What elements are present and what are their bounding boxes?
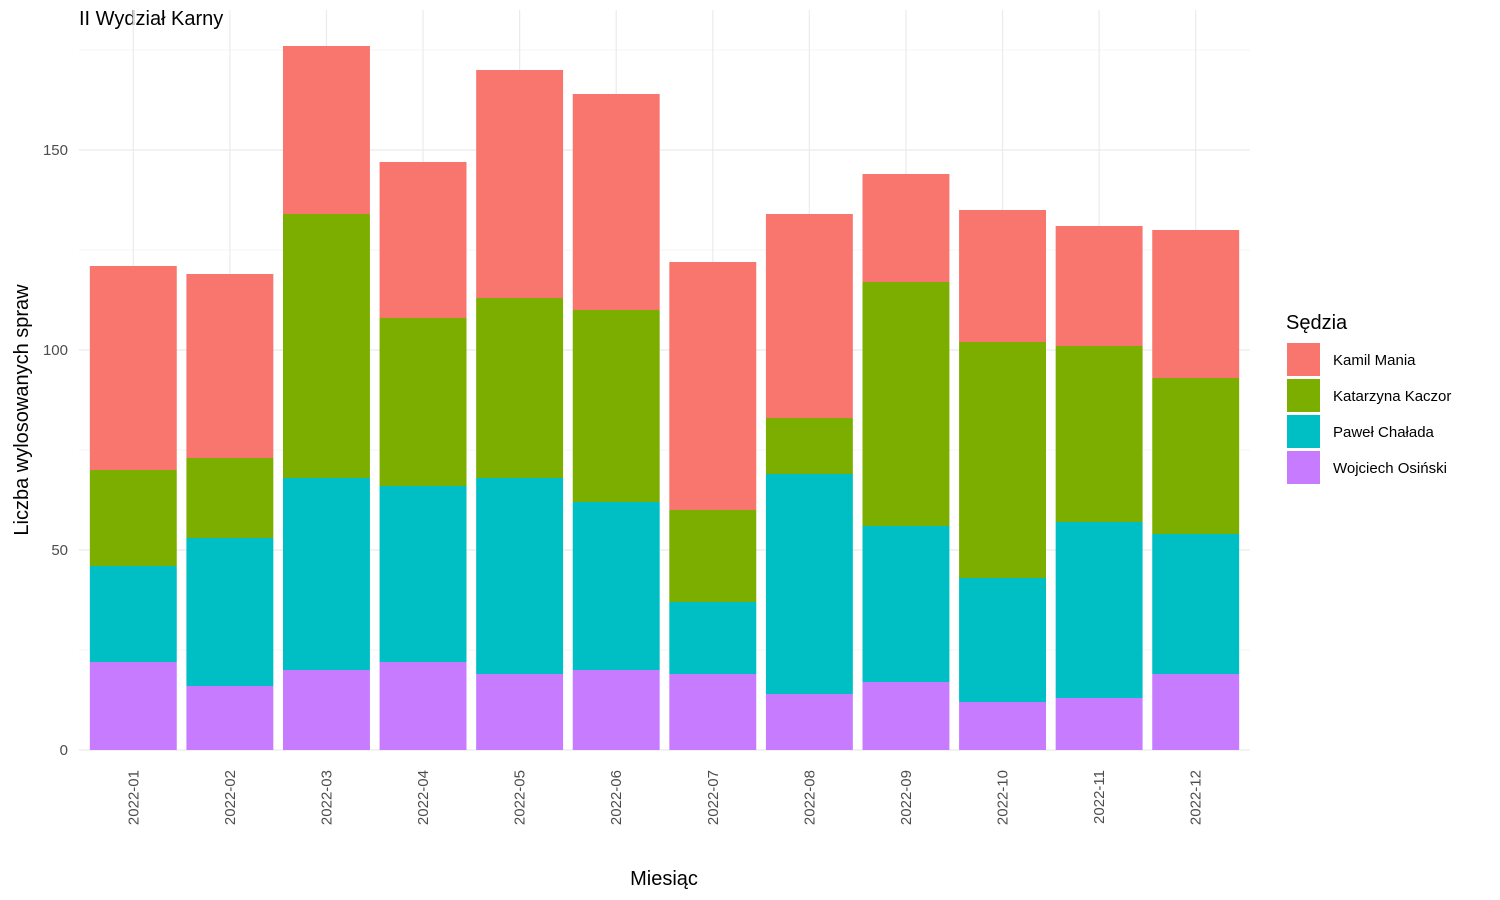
bar-segment: Paweł Chałada 2022-11: 44 [1055,522,1143,698]
bar-segment: Kamil Mania 2022-10: 33 [959,210,1047,342]
bar-segment: Wojciech Osiński 2022-05: 19 [476,674,564,750]
bar-segment: Katarzyna Kaczor 2022-07: 23 [669,510,757,602]
legend-swatch [1287,451,1320,484]
bar-segment: Kamil Mania 2022-05: 57 [476,70,564,298]
bar-segment: Wojciech Osiński 2022-09: 17 [862,682,950,750]
y-axis-ticks: 0 50 100 150 [43,142,68,759]
bar-segment: Wojciech Osiński 2022-12: 19 [1152,674,1240,750]
y-tick-label: 0 [60,742,68,759]
legend-label: Paweł Chałada [1333,424,1435,441]
bar-segment: Katarzyna Kaczor 2022-08: 14 [765,418,853,474]
bar-segment: Wojciech Osiński 2022-01: 22 [89,662,177,750]
bar-segment: Wojciech Osiński 2022-06: 20 [572,670,660,750]
bar-segment: Kamil Mania 2022-08: 51 [765,214,853,418]
bar-segment: Katarzyna Kaczor 2022-12: 39 [1152,378,1240,534]
x-tick-label: 2022-04 [415,770,432,825]
bar-segment: Katarzyna Kaczor 2022-06: 48 [572,310,660,502]
chart-title: II Wydział Karny [79,8,224,30]
bar-segment: Paweł Chałada 2022-06: 42 [572,502,660,670]
bar-segment: Paweł Chałada 2022-04: 44 [379,486,467,662]
bar-segment: Paweł Chałada 2022-09: 39 [862,526,950,682]
bar-segment: Katarzyna Kaczor 2022-10: 59 [959,342,1047,578]
legend-title: Sędzia [1286,312,1348,334]
bar-segment: Wojciech Osiński 2022-04: 22 [379,662,467,750]
bar-segment: Paweł Chałada 2022-12: 35 [1152,534,1240,674]
x-tick-label: 2022-05 [512,770,529,825]
bar-segment: Kamil Mania 2022-01: 51 [89,266,177,470]
y-tick-label: 50 [51,542,68,559]
bar-segment: Wojciech Osiński 2022-11: 13 [1055,698,1143,750]
bar-segment: Kamil Mania 2022-06: 54 [572,94,660,310]
bar-segment: Kamil Mania 2022-11: 30 [1055,226,1143,346]
bar-segment: Katarzyna Kaczor 2022-11: 44 [1055,346,1143,522]
x-tick-label: 2022-10 [995,770,1012,825]
legend-label: Wojciech Osiński [1333,460,1447,477]
bar-segment: Paweł Chałada 2022-08: 55 [765,474,853,694]
bars: Wojciech Osiński 2022-01: 22Paweł Chaład… [89,46,1240,750]
bar-segment: Wojciech Osiński 2022-10: 12 [959,702,1047,750]
bar-segment: Paweł Chałada 2022-02: 37 [186,538,274,686]
legend-swatch [1287,343,1320,376]
x-tick-label: 2022-09 [898,770,915,825]
bar-segment: Katarzyna Kaczor 2022-01: 24 [89,470,177,566]
x-tick-label: 2022-03 [318,770,335,825]
y-tick-label: 100 [43,342,68,359]
bar-segment: Wojciech Osiński 2022-03: 20 [282,670,370,750]
legend-swatch [1287,379,1320,412]
bar-segment: Kamil Mania 2022-12: 37 [1152,230,1240,378]
bar-segment: Katarzyna Kaczor 2022-02: 20 [186,458,274,538]
bar-segment: Paweł Chałada 2022-01: 24 [89,566,177,662]
y-tick-label: 150 [43,142,68,159]
bar-segment: Katarzyna Kaczor 2022-04: 42 [379,318,467,486]
bar-segment: Wojciech Osiński 2022-08: 14 [765,694,853,750]
bar-segment: Wojciech Osiński 2022-07: 19 [669,674,757,750]
bar-segment: Paweł Chałada 2022-05: 49 [476,478,564,674]
bar-segment: Paweł Chałada 2022-03: 48 [282,478,370,670]
x-tick-label: 2022-08 [801,770,818,825]
x-tick-label: 2022-02 [222,770,239,825]
bar-segment: Kamil Mania 2022-03: 42 [282,46,370,214]
x-tick-label: 2022-07 [705,770,722,825]
bar-segment: Wojciech Osiński 2022-02: 16 [186,686,274,750]
bar-segment: Paweł Chałada 2022-07: 18 [669,602,757,674]
bar-segment: Kamil Mania 2022-02: 46 [186,274,274,458]
x-tick-label: 2022-12 [1188,770,1205,825]
x-axis-title: Miesiąc [630,868,698,890]
x-tick-label: 2022-11 [1091,770,1108,824]
x-tick-label: 2022-01 [125,770,142,825]
bar-segment: Kamil Mania 2022-04: 39 [379,162,467,318]
bar-segment: Kamil Mania 2022-09: 27 [862,174,950,282]
bar-segment: Katarzyna Kaczor 2022-09: 61 [862,282,950,526]
legend: Sędzia Kamil Mania Katarzyna Kaczor Paweł C… [1286,312,1451,484]
legend-label: Kamil Mania [1333,352,1416,369]
bar-segment: Paweł Chałada 2022-10: 31 [959,578,1047,702]
legend-swatch [1287,415,1320,448]
y-axis-title: Liczba wylosowanych spraw [11,284,33,536]
bar-segment: Kamil Mania 2022-07: 62 [669,262,757,510]
legend-label: Katarzyna Kaczor [1333,388,1451,405]
x-tick-label: 2022-06 [608,770,625,825]
x-axis-ticks: 2022-01 2022-02 2022-03 2022-04 2022-05 2022-… [125,770,1204,825]
bar-segment: Katarzyna Kaczor 2022-03: 66 [282,214,370,478]
bar-segment: Katarzyna Kaczor 2022-05: 45 [476,298,564,478]
